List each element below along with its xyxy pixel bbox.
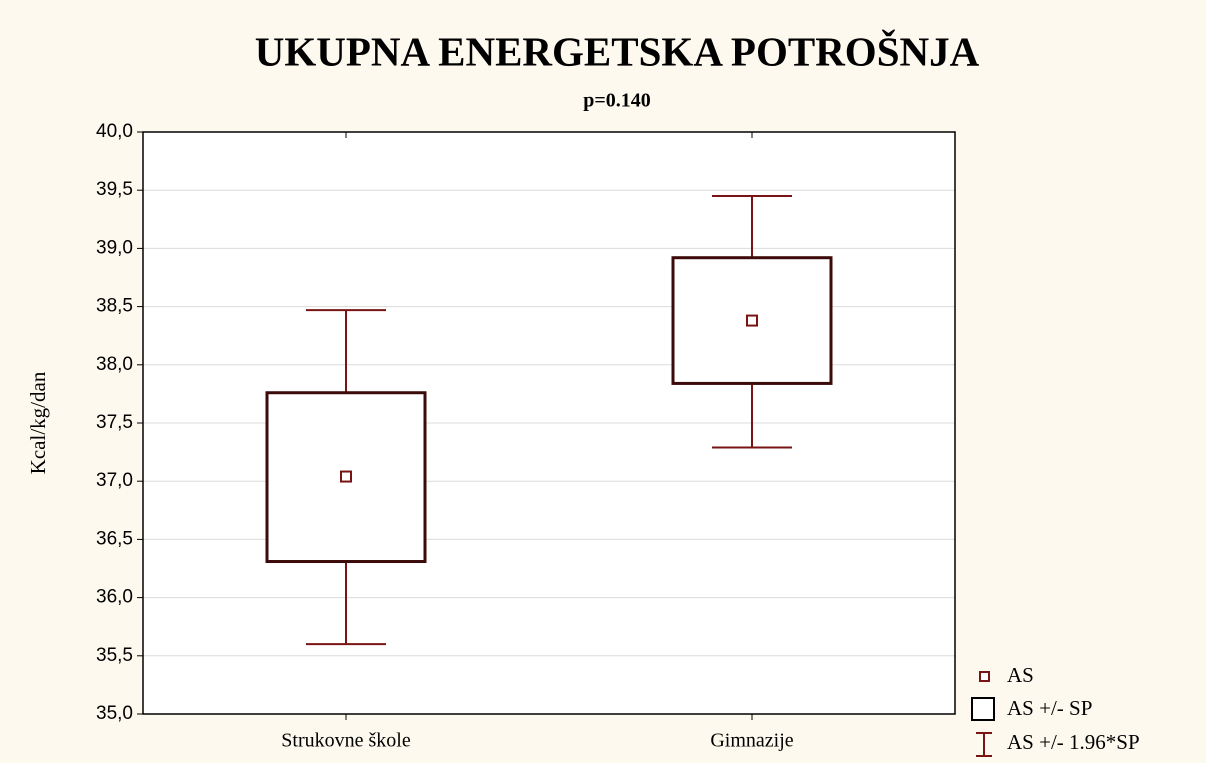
y-tick-label: 36,0: [96, 587, 133, 608]
box: [671, 256, 833, 385]
mean-marker: [746, 314, 758, 327]
x-tick-label: Gimnazije: [710, 730, 793, 752]
legend-swatch: [979, 671, 990, 682]
y-tick-label: 38,5: [96, 296, 133, 317]
mean-marker: [340, 470, 352, 483]
legend-label: AS: [1007, 663, 1034, 687]
chart-title: UKUPNA ENERGETSKA POTROŠNJA: [255, 28, 980, 74]
y-tick-label: 36,5: [96, 528, 133, 549]
y-tick-label: 38,0: [96, 354, 133, 375]
legend-label: AS +/- SP: [1007, 696, 1092, 720]
y-tick-label: 39,0: [96, 237, 133, 258]
y-tick-label: 35,0: [96, 703, 133, 724]
y-tick-label: 39,5: [96, 179, 133, 200]
y-tick-label: 40,0: [96, 121, 133, 142]
legend-swatch: [971, 697, 995, 721]
y-tick-label: 37,0: [96, 470, 133, 491]
y-tick-label: 37,5: [96, 412, 133, 433]
plot-frame: [142, 131, 956, 715]
chart-subtitle: p=0.140: [583, 90, 651, 112]
x-tick-label: Strukovne škole: [281, 730, 411, 752]
y-tick-label: 35,5: [96, 645, 133, 666]
legend-label: AS +/- 1.96*SP: [1007, 730, 1140, 754]
y-axis-label: Kcal/kg/dan: [26, 371, 50, 474]
